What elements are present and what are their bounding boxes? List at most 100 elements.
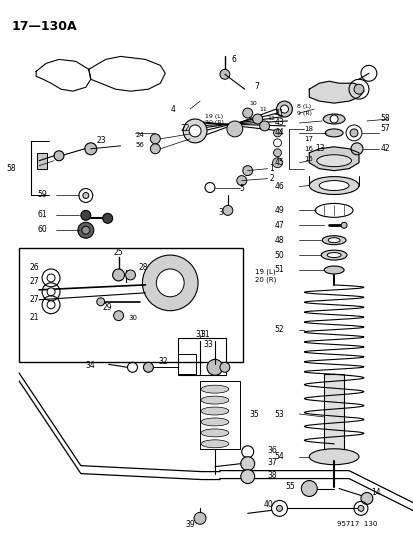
Ellipse shape [309,176,358,195]
Ellipse shape [201,407,228,415]
Circle shape [280,105,288,113]
Text: 48: 48 [274,236,283,245]
Text: 19 (L): 19 (L) [204,114,223,118]
Circle shape [349,129,357,137]
Circle shape [47,301,55,309]
Text: 39: 39 [185,520,195,529]
Text: 31: 31 [195,330,204,339]
Text: 53: 53 [274,409,284,418]
Circle shape [142,255,197,311]
Circle shape [340,222,346,228]
Text: 5: 5 [239,184,244,193]
Circle shape [83,192,88,198]
Text: 17—130A: 17—130A [11,20,77,33]
Text: 95717  130: 95717 130 [336,521,377,527]
Text: 61: 61 [37,210,47,219]
Text: 15: 15 [304,156,313,161]
Text: 8 (L): 8 (L) [297,103,311,109]
Circle shape [242,166,252,175]
Text: 59: 59 [37,190,47,199]
Text: 47: 47 [274,221,284,230]
Text: 58: 58 [380,115,389,124]
Ellipse shape [328,238,339,243]
Text: 14: 14 [370,488,380,497]
Text: 38: 38 [267,471,277,480]
Text: 19 (L): 19 (L) [254,269,275,275]
Circle shape [189,125,201,137]
Ellipse shape [201,440,228,448]
Text: 12: 12 [267,117,275,122]
Text: 24: 24 [135,132,144,138]
Circle shape [206,359,222,375]
Text: 45: 45 [274,158,284,167]
Text: 3: 3 [217,208,222,217]
Text: 34: 34 [85,361,95,370]
Ellipse shape [326,253,340,257]
Text: 35: 35 [249,409,259,418]
Circle shape [222,205,232,215]
Text: 26: 26 [29,263,39,272]
Ellipse shape [323,114,344,124]
Bar [19,248,242,362]
Circle shape [353,84,363,94]
Circle shape [240,470,254,483]
Text: 57: 57 [380,124,389,133]
Text: 28: 28 [138,263,147,272]
Ellipse shape [320,250,346,260]
Circle shape [150,134,160,144]
Text: 58: 58 [6,164,16,173]
Text: 1: 1 [269,164,274,173]
Text: 41: 41 [274,109,283,118]
Text: 33: 33 [202,340,212,349]
Text: 27: 27 [29,295,39,304]
Polygon shape [309,81,363,103]
Circle shape [125,270,135,280]
Text: 43: 43 [274,118,284,127]
Circle shape [102,213,112,223]
Text: 46: 46 [274,182,284,191]
Text: 25: 25 [114,248,123,256]
Text: 51: 51 [274,265,283,274]
Text: 2: 2 [269,174,274,183]
Circle shape [143,362,153,372]
Polygon shape [309,147,358,171]
Text: 40: 40 [263,500,273,509]
Circle shape [97,298,104,306]
Text: 55: 55 [285,482,294,491]
Circle shape [301,481,316,496]
Text: 6: 6 [231,55,236,64]
Circle shape [219,362,229,372]
Text: 11: 11 [259,107,267,111]
Circle shape [183,119,206,143]
Circle shape [252,114,262,124]
Text: 23: 23 [97,136,106,146]
Text: 30: 30 [128,314,137,321]
Bar [178,337,225,375]
Text: 17: 17 [304,136,313,142]
Circle shape [219,69,229,79]
Circle shape [194,512,206,524]
Bar [323,374,343,454]
Text: 44: 44 [274,128,284,138]
Text: 36: 36 [267,446,277,455]
Circle shape [113,311,123,321]
Circle shape [272,158,282,168]
Bar [178,354,196,374]
Ellipse shape [309,449,358,465]
Circle shape [54,151,64,161]
Text: 50: 50 [274,251,284,260]
Circle shape [360,492,372,504]
Text: 10: 10 [249,101,257,106]
Text: 18: 18 [304,126,313,132]
Text: 60: 60 [37,225,47,234]
Circle shape [85,143,97,155]
Ellipse shape [201,418,228,426]
Text: 22: 22 [180,124,189,133]
Circle shape [273,129,281,137]
Circle shape [112,269,124,281]
Circle shape [156,269,184,297]
Circle shape [357,505,363,511]
Text: 31: 31 [199,330,209,339]
Text: 27: 27 [29,277,39,286]
Ellipse shape [318,181,348,190]
